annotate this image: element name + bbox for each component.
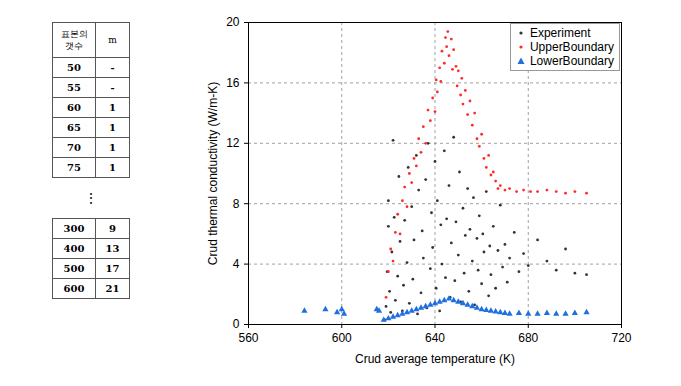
html-text:1: 1: [109, 142, 116, 153]
svg-text:20: 20: [226, 15, 240, 29]
html-text:65: 65: [67, 122, 81, 133]
html-text:1: 1: [109, 102, 116, 113]
html-text:500: 500: [63, 263, 85, 274]
html-text:Experiment: Experiment: [529, 26, 591, 40]
html-text:70: 70: [67, 142, 81, 153]
html-text:UpperBoundary: UpperBoundary: [529, 40, 614, 54]
svg-text:600: 600: [332, 331, 352, 345]
html-text:75: 75: [67, 162, 81, 173]
svg-text:8: 8: [233, 197, 240, 211]
html-text:표본의 갯수: 표본의 갯수: [60, 29, 88, 51]
html-text:400: 400: [63, 243, 85, 254]
svg-text:560: 560: [238, 331, 258, 345]
html-text:1: 1: [109, 162, 116, 173]
html-text:50: 50: [67, 62, 81, 73]
svg-text:0: 0: [233, 317, 240, 331]
html-text:21: 21: [105, 283, 120, 294]
html-text:13: 13: [105, 243, 120, 254]
svg-text:Crud average temperature (K): Crud average temperature (K): [355, 352, 515, 366]
html-text:55: 55: [67, 82, 81, 93]
html-text:300: 300: [63, 223, 85, 234]
html-text:60: 60: [67, 102, 81, 113]
svg-text:720: 720: [611, 331, 631, 345]
svg-text:16: 16: [226, 76, 240, 90]
html-text:17: 17: [105, 263, 120, 274]
svg-text:4: 4: [233, 257, 240, 271]
svg-text:680: 680: [518, 331, 538, 345]
svg-text:Crud thermal conductivity (W/m: Crud thermal conductivity (W/m-K): [206, 82, 220, 265]
svg-text:12: 12: [226, 136, 240, 150]
html-text:m: m: [108, 35, 117, 45]
html-text:LowerBoundary: LowerBoundary: [529, 54, 614, 68]
html-text:600: 600: [63, 283, 85, 294]
svg-text:640: 640: [425, 331, 445, 345]
html-text:1: 1: [109, 122, 116, 133]
html-text:9: 9: [109, 223, 116, 234]
